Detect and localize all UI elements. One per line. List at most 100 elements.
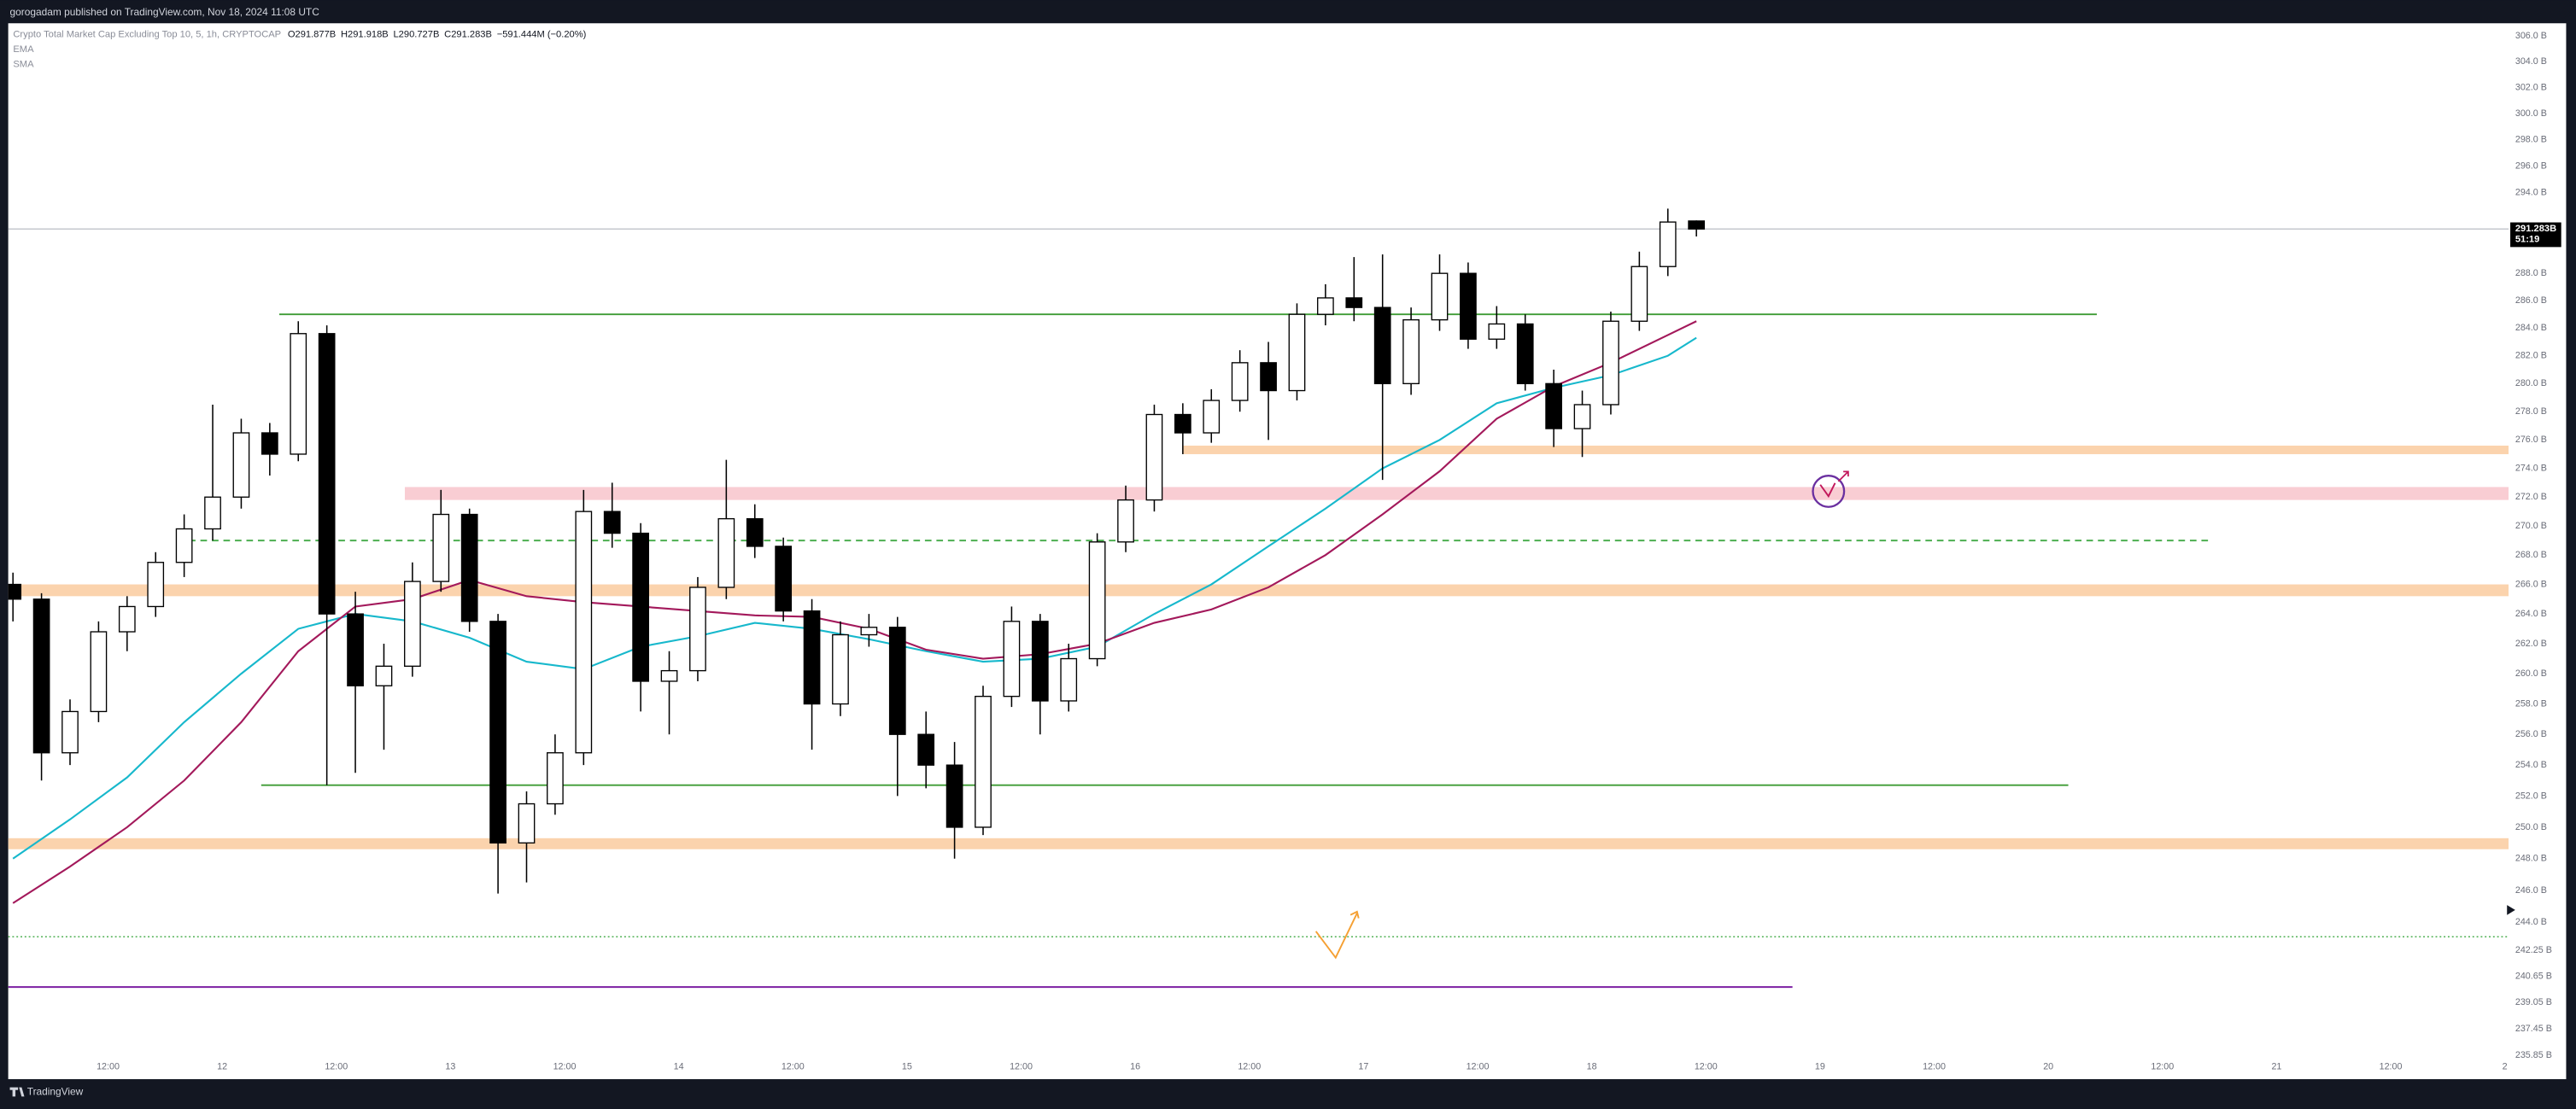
candle-body <box>1174 413 1191 434</box>
candle-body <box>489 621 506 844</box>
y-tick-label: 239.05 B <box>2515 997 2552 1007</box>
candle-body <box>832 633 849 705</box>
candle-body <box>1659 221 1677 267</box>
x-tick-label: 20 <box>2043 1061 2053 1071</box>
candle-body <box>8 583 22 600</box>
y-tick-label: 300.0 B <box>2515 108 2547 119</box>
candle-body <box>261 432 278 455</box>
candle-body <box>1317 297 1334 315</box>
candle-body <box>1003 621 1021 698</box>
candle-body <box>1431 272 1449 321</box>
y-tick-label: 298.0 B <box>2515 135 2547 145</box>
candle-body <box>61 710 79 754</box>
x-tick-label: 13 <box>445 1061 455 1071</box>
x-tick-label: 16 <box>1130 1061 1140 1071</box>
zone <box>8 838 2509 849</box>
x-tick-label: 12:00 <box>553 1061 577 1071</box>
legend-value: H291.918B <box>341 30 389 40</box>
annotation-icons <box>1314 470 2515 960</box>
candle-body <box>1602 320 1619 406</box>
y-tick-label: 286.0 B <box>2515 295 2547 306</box>
price-label-box <box>2510 222 2561 248</box>
candle-body <box>318 333 336 615</box>
legend: Crypto Total Market Cap Excluding Top 10… <box>13 30 281 70</box>
y-tick-label: 256.0 B <box>2515 729 2547 739</box>
candle-body <box>1203 400 1221 434</box>
candle-body <box>1031 621 1049 702</box>
x-tick-label: 12:00 <box>1238 1061 1261 1071</box>
y-tick-label: 244.0 B <box>2515 917 2547 927</box>
ema-legend: EMA <box>13 44 34 55</box>
legend-value: C291.283B <box>444 30 492 40</box>
x-tick-label: 12:00 <box>325 1061 348 1071</box>
y-tick-label: 296.0 B <box>2515 161 2547 171</box>
check-icon <box>1819 482 1836 499</box>
y-tick-label: 242.25 B <box>2515 945 2552 955</box>
x-tick-label: 17 <box>1358 1061 1368 1071</box>
candle-body <box>375 665 393 686</box>
candle-body <box>175 528 193 563</box>
y-tick-label: 264.0 B <box>2515 609 2547 619</box>
candle-body <box>1288 313 1306 392</box>
candle-body <box>1630 266 1648 322</box>
candle-body <box>147 562 165 608</box>
candle-body <box>632 532 649 682</box>
candle-body <box>1145 413 1163 501</box>
candle-body <box>1260 362 1277 392</box>
candle-body <box>775 546 793 612</box>
x-tick-label: 12:00 <box>1010 1061 1033 1071</box>
y-tick-label: 270.0 B <box>2515 521 2547 531</box>
y-tick-label: 304.0 B <box>2515 56 2547 67</box>
y-tick-label: 266.0 B <box>2515 579 2547 589</box>
candle-body <box>1088 541 1106 660</box>
y-tick-label: 272.0 B <box>2515 492 2547 502</box>
candle-body <box>1545 382 1562 429</box>
zone <box>404 487 2509 500</box>
legend-value: O291.877B <box>288 30 336 40</box>
candle-body <box>946 764 963 828</box>
y-tick-label: 280.0 B <box>2515 378 2547 388</box>
y-tick-label: 306.0 B <box>2515 31 2547 41</box>
sma-legend: SMA <box>13 59 34 69</box>
x-tick-label: 12:00 <box>782 1061 805 1071</box>
candle-body <box>860 627 878 636</box>
legend-value: −591.444M (−0.20%) <box>497 30 587 40</box>
x-tick-label: 12:00 <box>2380 1061 2403 1071</box>
x-tick-label: 12:00 <box>97 1061 120 1071</box>
circle-icon <box>1812 475 1846 508</box>
candle-body <box>32 598 50 754</box>
candle-body <box>118 605 136 633</box>
candle-body <box>290 333 307 455</box>
y-tick-label: 246.0 B <box>2515 885 2547 896</box>
y-tick-label: 262.0 B <box>2515 639 2547 649</box>
x-tick-label: 19 <box>1815 1061 1825 1071</box>
candle-body <box>1231 362 1249 401</box>
zone <box>1182 445 2509 454</box>
candle-body <box>232 432 250 498</box>
legend-value: L290.727B <box>393 30 439 40</box>
x-tick-label: 12:00 <box>2151 1061 2174 1071</box>
y-tick-label: 284.0 B <box>2515 323 2547 333</box>
candle-body <box>90 631 108 713</box>
candle-body <box>1345 297 1363 308</box>
candle-body <box>746 517 764 547</box>
candle-body <box>432 513 450 582</box>
candle-body <box>689 587 706 672</box>
y-tick-label: 276.0 B <box>2515 435 2547 445</box>
y-tick-label: 302.0 B <box>2515 82 2547 92</box>
candle-body <box>888 627 906 735</box>
y-tick-label: 254.0 B <box>2515 760 2547 770</box>
logo-mark <box>9 1087 25 1097</box>
orange-check <box>1314 910 1360 960</box>
x-tick-label: 12:00 <box>1923 1061 1946 1071</box>
candle-body <box>1117 499 1134 543</box>
candle-body <box>660 669 678 682</box>
candle-body <box>1373 306 1391 385</box>
y-tick-label: 248.0 B <box>2515 854 2547 864</box>
y-tick-label: 237.45 B <box>2515 1024 2552 1034</box>
x-tick-label: 14 <box>674 1061 684 1071</box>
y-tick-label: 235.85 B <box>2515 1050 2552 1060</box>
y-tick-label: 252.0 B <box>2515 791 2547 801</box>
candle-body <box>1060 657 1078 702</box>
